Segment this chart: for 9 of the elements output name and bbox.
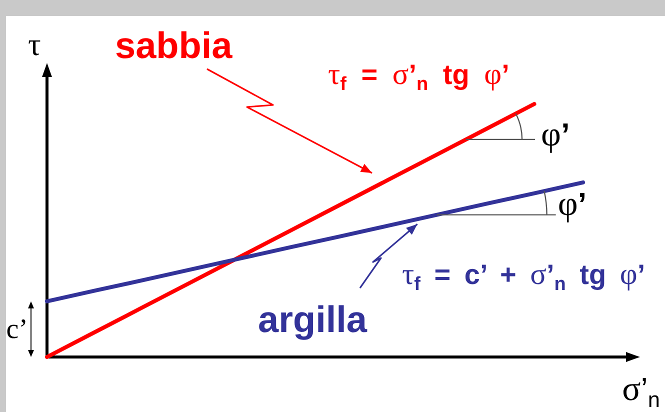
text: τ$_{f}$ = c’ + σ’$_{n}$ tg φ’ [402,257,646,296]
annotation: φ’ [558,184,587,223]
text: c’ [6,314,28,346]
x-axis-title: σ’$_{n}$ [622,370,660,412]
text: sabbia [115,25,233,66]
text: τ$_{f}$ = σ’$_{n}$ tg φ’ [328,57,510,96]
series-label: argilla [258,299,368,340]
annotation: φ’ [541,115,570,154]
y-axis-title: τ [28,26,41,62]
